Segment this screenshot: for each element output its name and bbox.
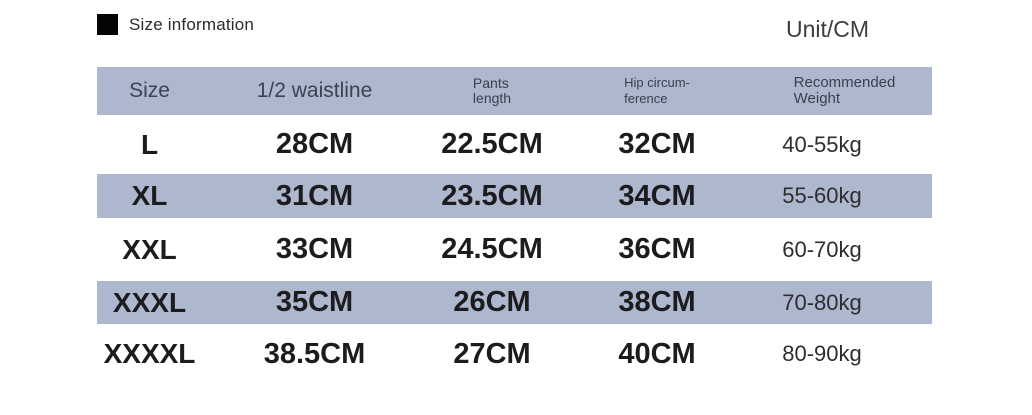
table-row-xxl: XXL 33CM 24.5CM 36CM 60-70kg — [97, 218, 932, 281]
cell-waistline: 28CM — [275, 128, 354, 160]
cell-hip-circumference: 34CM — [618, 179, 696, 212]
section-title: Size information — [97, 14, 254, 35]
table-row-xxxl: XXXL 35CM 26CM 38CM 70-80kg — [97, 281, 932, 324]
table-row-l: L 28CM 22.5CM 32CM 40-55kg — [97, 115, 932, 174]
column-header-pants-length: Pants length — [427, 74, 557, 107]
cell-recommended-weight: 70-80kg — [782, 289, 862, 315]
column-header-size: Size — [129, 79, 170, 102]
cell-hip-circumference: 36CM — [618, 233, 696, 265]
cell-waistline: 38.5CM — [263, 337, 366, 370]
column-header-recommended-weight: Recommended Weight — [757, 73, 932, 108]
cell-pants-length: 22.5CM — [441, 128, 543, 160]
cell-waistline: 35CM — [275, 286, 354, 318]
cell-waistline: 33CM — [275, 233, 354, 265]
cell-hip-circumference: 40CM — [618, 337, 696, 370]
page-title: Size information — [129, 14, 255, 34]
cell-recommended-weight: 60-70kg — [782, 236, 862, 262]
cell-size: XXXXL — [103, 338, 196, 369]
unit-label: Unit/CM — [786, 16, 870, 42]
cell-hip-circumference: 32CM — [618, 128, 696, 160]
cell-size: XXXL — [112, 286, 187, 318]
column-header-waistline: 1/2 waistline — [256, 79, 373, 102]
cell-size: XXL — [122, 233, 177, 265]
cell-recommended-weight: 40-55kg — [782, 131, 862, 157]
recommended-weight-line2: Weight — [793, 90, 841, 107]
title-bullet-icon — [97, 14, 118, 35]
table-header-row: Size 1/2 waistline Pants length Hip circ… — [97, 67, 932, 115]
table-row-xxxxl: XXXXL 38.5CM 27CM 40CM 80-90kg — [97, 324, 932, 384]
hip-circumference-line1: Hip circum- — [624, 74, 690, 90]
table-row-xl: XL 31CM 23.5CM 34CM 55-60kg — [97, 174, 932, 218]
hip-circumference-line2: ference — [624, 91, 668, 106]
pants-length-line2: length — [472, 90, 512, 106]
cell-size: XL — [131, 180, 168, 211]
recommended-weight-line1: Recommended — [793, 73, 896, 91]
column-header-hip-circumference: Hip circum- ference — [557, 75, 757, 108]
pants-length-line1: Pants — [472, 74, 509, 91]
size-table: Size 1/2 waistline Pants length Hip circ… — [97, 67, 932, 384]
cell-pants-length: 26CM — [453, 286, 531, 318]
cell-recommended-weight: 55-60kg — [782, 183, 862, 208]
cell-pants-length: 24.5CM — [441, 233, 543, 265]
cell-pants-length: 23.5CM — [441, 179, 543, 212]
cell-hip-circumference: 38CM — [618, 286, 696, 318]
cell-pants-length: 27CM — [453, 337, 531, 370]
cell-waistline: 31CM — [275, 179, 354, 212]
cell-size: L — [140, 128, 159, 160]
cell-recommended-weight: 80-90kg — [782, 341, 862, 366]
